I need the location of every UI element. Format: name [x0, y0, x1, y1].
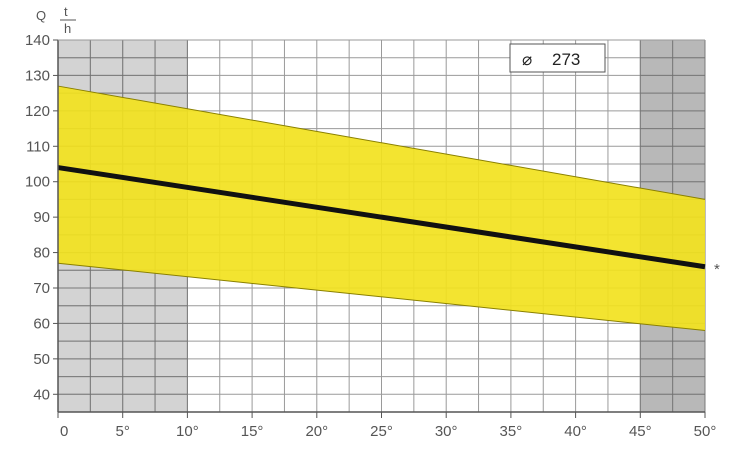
- y-tick-label: 60: [33, 315, 50, 332]
- y-tick-label: 120: [25, 103, 50, 120]
- x-tick-label: 45°: [629, 423, 652, 440]
- diameter-badge: ⌀ 273: [509, 43, 606, 73]
- y-tick-label: 140: [25, 32, 50, 49]
- x-tick-label: 15°: [241, 423, 264, 440]
- end-marker: *: [714, 261, 720, 278]
- x-tick-label: 35°: [500, 423, 523, 440]
- y-tick-label: 40: [33, 386, 50, 403]
- y-tick-label: 130: [25, 67, 50, 84]
- center-line: [57, 165, 706, 270]
- y-tick-label: 70: [33, 280, 50, 297]
- y-tick-label: 80: [33, 245, 50, 262]
- band-upper-edge: [57, 85, 706, 200]
- y-unit-denominator: h: [64, 21, 71, 36]
- badge-box: [509, 43, 606, 73]
- x-tick-label: 30°: [435, 423, 458, 440]
- y-tick-label: 100: [25, 174, 50, 191]
- y-tick-label: 110: [26, 138, 50, 155]
- band-lower-edge: [57, 262, 706, 332]
- center-line-path: [57, 165, 706, 270]
- band: [57, 85, 706, 332]
- x-tick-label: 5°: [116, 423, 130, 440]
- y-unit-numerator: t: [64, 4, 68, 19]
- tolerance-band: [58, 86, 705, 331]
- x-tick-label: 10°: [176, 423, 199, 440]
- y-unit-label: Q t h: [36, 4, 76, 36]
- x-tick-label: 25°: [370, 423, 393, 440]
- tick-labels: 40 50 60 70 80 90 100 110 120 130 140 0 5° 10° 15° 20° 2…: [25, 32, 716, 440]
- x-tick-label: 50°: [694, 423, 717, 440]
- badge-value: 273: [552, 50, 580, 69]
- y-tick-label: 50: [33, 351, 50, 368]
- x-tick-label: 0: [60, 423, 68, 440]
- y-unit-symbol: Q: [36, 8, 46, 23]
- x-tick-label: 40°: [564, 423, 587, 440]
- diameter-icon: ⌀: [522, 50, 532, 69]
- axes: [53, 39, 706, 418]
- x-tick-label: 20°: [305, 423, 328, 440]
- y-tick-label: 90: [33, 209, 50, 226]
